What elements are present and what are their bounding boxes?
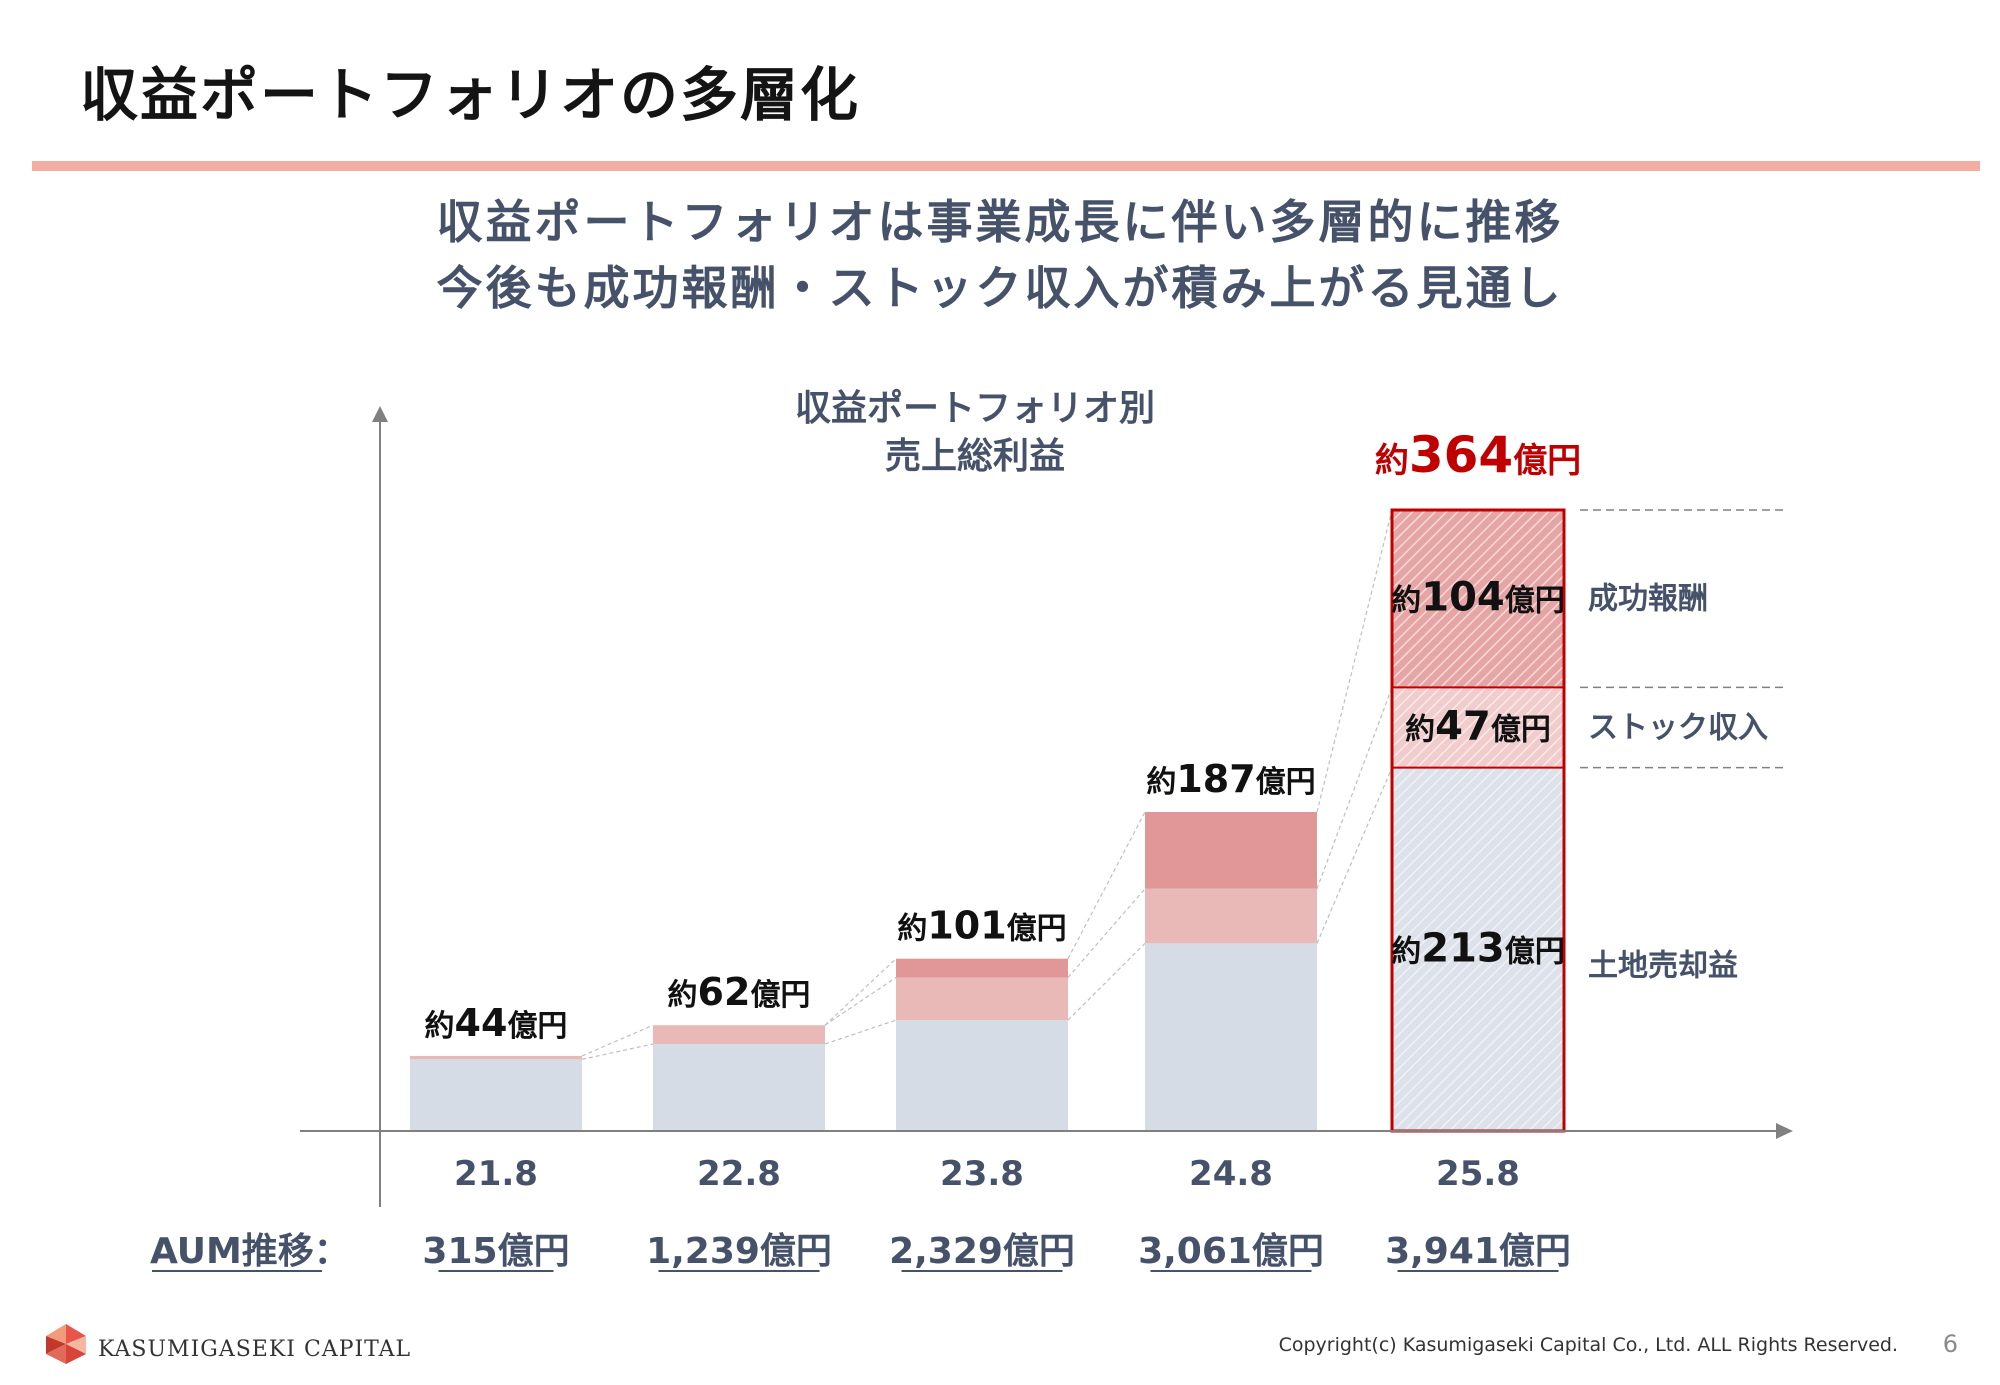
bar-segment — [1145, 811, 1317, 889]
total-label: 約101億円 — [897, 904, 1066, 948]
aum-value: 2,329億円 — [889, 1231, 1075, 1272]
chart-title-line-2: 売上総利益 — [885, 436, 1065, 477]
connector-line — [1067, 811, 1146, 959]
total-label: 約44億円 — [425, 1001, 568, 1045]
bar-segment — [410, 1059, 582, 1131]
bar-segment — [1392, 767, 1564, 1131]
aum-value: 315億円 — [422, 1231, 569, 1272]
x-tick-label: 25.8 — [1436, 1154, 1520, 1194]
x-tick-label: 22.8 — [697, 1154, 781, 1194]
headline-line-1: 収益ポートフォリオは事業成長に伴い多層的に推移 — [436, 195, 1564, 249]
title-divider — [32, 161, 1980, 171]
aum-value: 3,061億円 — [1138, 1231, 1324, 1272]
connector-line — [824, 976, 897, 1026]
connector-line — [1067, 888, 1146, 978]
bar-segment — [653, 1043, 825, 1131]
segment-label-success-value: 104 — [1421, 575, 1505, 621]
page-number: 6 — [1942, 1330, 1958, 1358]
total-label-unit: 億円 — [1007, 912, 1067, 947]
bar-segment — [1145, 888, 1317, 944]
aum-label: AUM推移： — [150, 1231, 350, 1272]
connector-line — [581, 1043, 654, 1060]
segment-label-success-unit: 億円 — [1505, 584, 1565, 619]
segment-label-success-prefix: 約 — [1391, 584, 1421, 619]
total-label: 約187億円 — [1146, 757, 1315, 801]
connector-line — [581, 1024, 654, 1057]
bar-segment — [896, 977, 1068, 1021]
connector-line — [1316, 509, 1393, 813]
connector-line — [1316, 687, 1393, 889]
page-title: 収益ポートフォリオの多層化 — [80, 61, 861, 129]
legend-label: ストック収入 — [1588, 711, 1768, 746]
total-label-value: 187 — [1176, 757, 1255, 801]
total-label-unit: 億円 — [750, 978, 810, 1013]
labels-group: 21.8315億円約44億円22.81,239億円約62億円23.82,329億… — [150, 426, 1768, 1272]
total-label-highlight-prefix: 約 — [1375, 441, 1409, 481]
bar-segment — [410, 1055, 582, 1060]
reference-lines — [1580, 509, 1785, 769]
bar-segment — [896, 958, 1068, 978]
segment-label-land: 約213億円 — [1391, 925, 1565, 971]
connector-lines — [581, 509, 1393, 1060]
legend-label: 成功報酬 — [1588, 582, 1708, 617]
x-tick-label: 24.8 — [1189, 1154, 1273, 1194]
bar-segment — [1392, 510, 1564, 688]
total-label-prefix: 約 — [668, 978, 698, 1013]
company-logo-text: KASUMIGASEKI CAPITAL — [98, 1337, 412, 1362]
connector-line — [1316, 767, 1393, 944]
total-label-prefix: 約 — [425, 1009, 455, 1044]
segment-label-success: 約104億円 — [1391, 575, 1565, 621]
segment-label-stock: 約47億円 — [1405, 704, 1551, 750]
legend-label: 土地売却益 — [1588, 948, 1738, 983]
aum-value: 1,239億円 — [646, 1231, 832, 1272]
bar-segment — [1145, 943, 1317, 1131]
total-label-value: 44 — [455, 1001, 508, 1045]
bar-segment — [653, 1025, 825, 1044]
company-logo-icon — [44, 1322, 88, 1370]
x-axis-arrow — [1776, 1123, 1793, 1139]
segment-label-stock-unit: 億円 — [1491, 713, 1551, 748]
total-label-highlight-value: 364 — [1409, 426, 1513, 484]
headline-line-2: 今後も成功報酬・ストック収入が積み上がる見通し — [436, 261, 1564, 315]
chart-title-line-1: 収益ポートフォリオ別 — [795, 387, 1155, 429]
total-label-prefix: 約 — [1146, 765, 1176, 800]
connector-line — [824, 958, 897, 1026]
copyright-text: Copyright(c) Kasumigaseki Capital Co., L… — [1278, 1334, 1898, 1356]
segment-label-land-prefix: 約 — [1391, 934, 1421, 969]
bar-segment — [896, 1020, 1068, 1131]
aum-value: 3,941億円 — [1385, 1231, 1571, 1272]
total-label-highlight: 約364億円 — [1375, 426, 1581, 484]
total-label-value: 62 — [698, 970, 751, 1014]
connector-line — [1067, 942, 1146, 1021]
segment-label-stock-value: 47 — [1435, 704, 1491, 750]
bars-group — [410, 508, 1566, 1133]
total-label-prefix: 約 — [897, 912, 927, 947]
bar-segment — [1392, 687, 1564, 768]
segment-label-stock-prefix: 約 — [1405, 713, 1435, 748]
x-tick-label: 21.8 — [454, 1154, 538, 1194]
segment-label-land-value: 213 — [1421, 925, 1505, 971]
segment-label-land-unit: 億円 — [1505, 934, 1565, 969]
total-label: 約62億円 — [668, 970, 811, 1014]
total-label-highlight-unit: 億円 — [1513, 441, 1581, 481]
total-label-unit: 億円 — [507, 1009, 567, 1044]
total-label-value: 101 — [927, 904, 1006, 948]
total-label-unit: 億円 — [1256, 765, 1316, 800]
x-tick-label: 23.8 — [940, 1154, 1024, 1194]
connector-line — [824, 1019, 897, 1045]
y-axis-arrow — [372, 406, 388, 422]
